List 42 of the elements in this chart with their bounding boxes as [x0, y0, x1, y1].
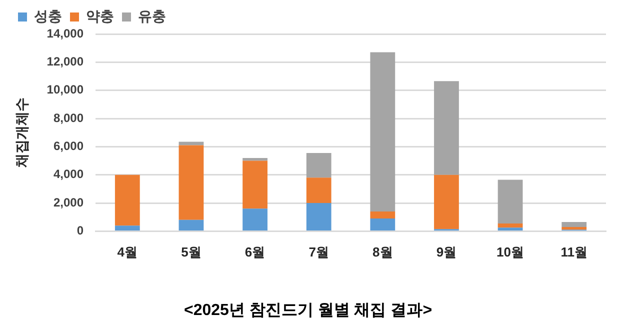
- bar: [370, 52, 396, 212]
- x-tick-label: 10월: [496, 244, 524, 260]
- legend-label: 성충: [34, 8, 62, 24]
- bar: [562, 226, 587, 230]
- bar: [434, 174, 459, 230]
- bar: [498, 180, 523, 224]
- x-tick-label: 7월: [308, 244, 329, 260]
- bar: [242, 160, 268, 209]
- bar: [370, 211, 396, 219]
- x-tick-label: 11월: [560, 244, 588, 260]
- bar: [114, 226, 140, 230]
- x-tick-label: 6월: [244, 244, 266, 260]
- y-tick-label: 10,000: [46, 82, 84, 97]
- y-tick-label: 2,000: [53, 195, 84, 210]
- y-tick-label: 0: [76, 224, 84, 238]
- text: <2025년 참진드기 월별 채집 결과>: [184, 302, 432, 319]
- bar: [562, 222, 587, 227]
- bar: [306, 203, 332, 230]
- bar: [498, 228, 523, 230]
- y-tick-label: 14,000: [46, 26, 84, 40]
- bar: [434, 81, 459, 175]
- y-axis-title: 채집개체수: [13, 98, 30, 169]
- bar: [242, 158, 268, 161]
- bar: [178, 145, 204, 220]
- y-tick-label: 4,000: [53, 167, 84, 182]
- y-tick-label: 6,000: [53, 139, 84, 153]
- legend-label: 약충: [86, 8, 114, 24]
- x-tick-label: 4월: [117, 244, 138, 260]
- bar: [306, 178, 332, 204]
- y-tick-label: 12,000: [46, 54, 84, 68]
- bar: [306, 153, 332, 178]
- x-tick-label: 5월: [181, 244, 202, 260]
- x-tick-label: 8월: [372, 244, 393, 260]
- bar: [242, 208, 268, 230]
- y-tick-label: 8,000: [53, 110, 84, 125]
- bar: [178, 142, 204, 146]
- bar: [114, 174, 140, 226]
- legend-label: 유충: [138, 8, 166, 24]
- x-tick-label: 9월: [436, 244, 457, 260]
- bar: [178, 220, 204, 230]
- bar: [370, 218, 396, 230]
- bar: [498, 223, 523, 228]
